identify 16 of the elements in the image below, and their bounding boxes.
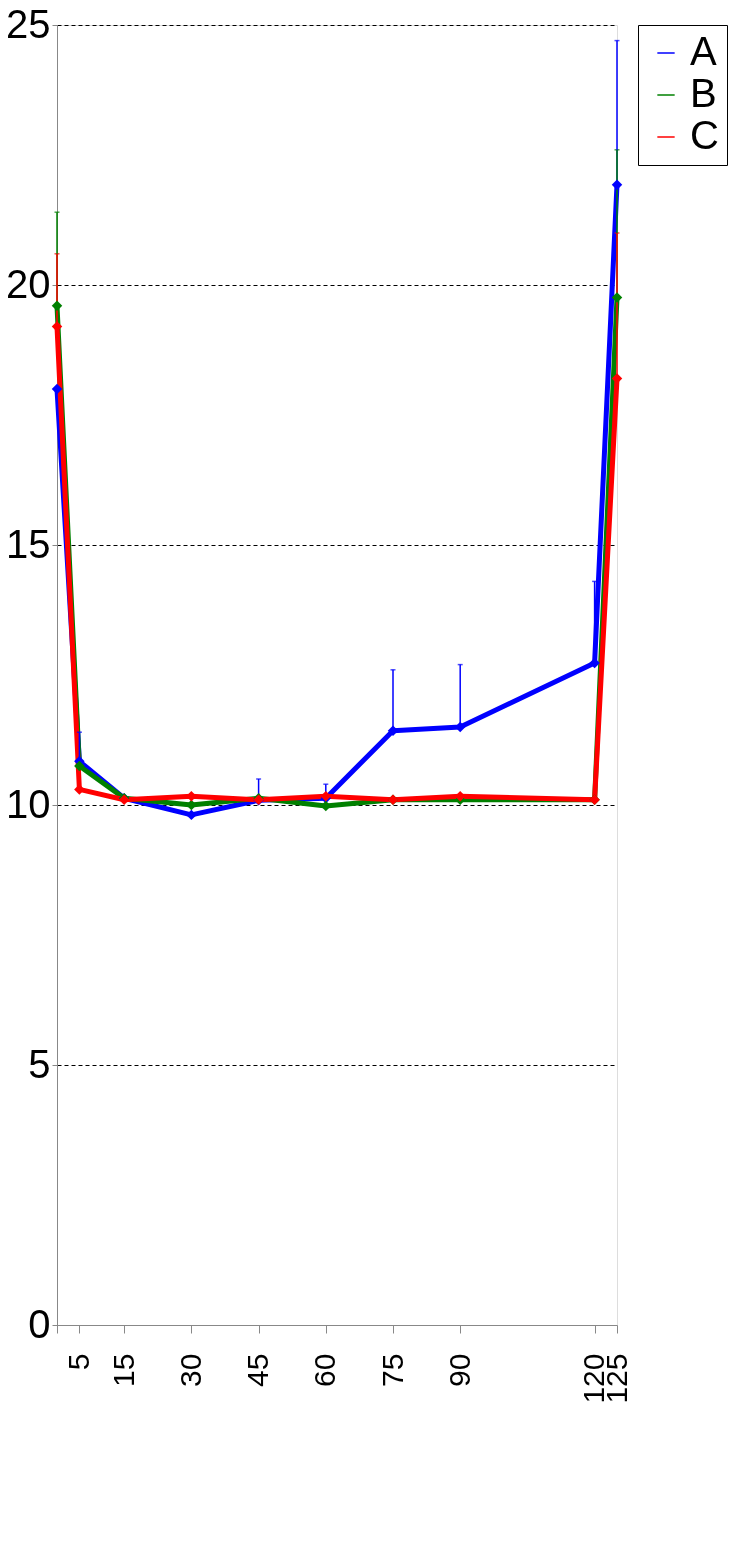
y-tick-label: 0 xyxy=(28,1301,51,1346)
x-tick-label: 90 xyxy=(442,1353,476,1387)
legend-label: C xyxy=(690,113,719,157)
y-tick-label: 10 xyxy=(6,781,51,826)
y-tick-label: 15 xyxy=(6,521,51,566)
x-tick-label: 45 xyxy=(241,1353,275,1387)
y-tick-label: 20 xyxy=(6,261,51,306)
x-tick-label: 30 xyxy=(173,1353,207,1387)
x-tick-label: 60 xyxy=(308,1353,342,1387)
x-tick-label: 75 xyxy=(375,1353,409,1387)
x-tick-label: 15 xyxy=(106,1353,140,1387)
x-tick-label: 5 xyxy=(61,1353,95,1371)
y-tick-label: 5 xyxy=(28,1041,51,1086)
legend-label: B xyxy=(690,71,717,115)
legend-label: A xyxy=(690,29,717,73)
y-tick-label: 25 xyxy=(6,1,51,46)
